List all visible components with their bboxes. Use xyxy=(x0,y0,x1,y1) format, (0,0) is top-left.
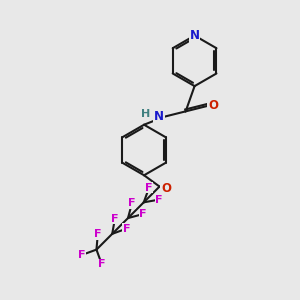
Text: O: O xyxy=(161,182,171,195)
Text: F: F xyxy=(78,250,86,260)
Text: H: H xyxy=(141,109,151,119)
Text: O: O xyxy=(208,99,218,112)
Text: F: F xyxy=(111,214,119,224)
Text: F: F xyxy=(94,229,102,239)
Text: F: F xyxy=(128,198,136,208)
Text: F: F xyxy=(139,209,147,219)
Text: F: F xyxy=(155,195,163,205)
Text: F: F xyxy=(123,224,130,234)
Text: N: N xyxy=(190,29,200,42)
Text: F: F xyxy=(98,259,106,269)
Text: F: F xyxy=(145,183,153,193)
Text: N: N xyxy=(154,110,164,123)
